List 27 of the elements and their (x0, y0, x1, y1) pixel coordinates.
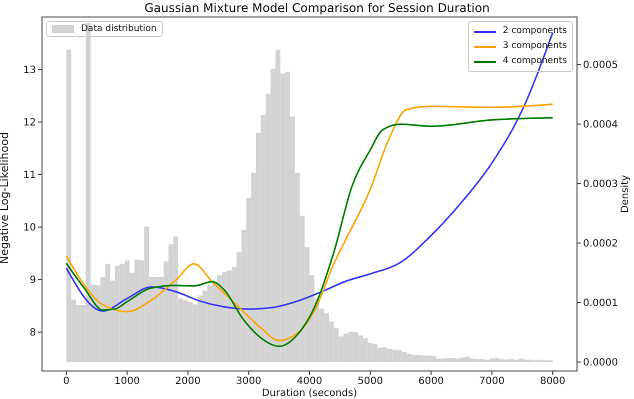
chart-title: Gaussian Mixture Model Comparison for Session Duration (143, 1, 491, 15)
y-tick-label: 9 (30, 275, 36, 286)
y2-tick-label: 0.0002 (583, 238, 618, 250)
legend-label: Data distribution (81, 24, 157, 34)
x-tick-label: 5000 (358, 376, 384, 388)
x-tick-label: 7000 (479, 376, 505, 388)
y2-tick-label: 0.0003 (583, 179, 618, 190)
y2-tick-label: 0.0004 (583, 120, 618, 131)
x-tick-label: 8000 (540, 376, 566, 388)
y-tick-label: 13 (23, 65, 36, 76)
legend-label: 2 components (502, 25, 567, 38)
y-axis-title: Negative Log-Likelihood (0, 132, 11, 264)
x-tick-label: 0 (63, 376, 70, 388)
y-tick-label: 10 (23, 222, 36, 234)
y-tick-label: 8 (30, 328, 36, 339)
x-tick-label: 4000 (296, 376, 322, 388)
y-tick-label: 12 (23, 118, 36, 129)
x-tick-label: 3000 (236, 376, 262, 388)
x-tick-label: 1000 (114, 376, 140, 388)
x-tick-label: 2000 (175, 376, 201, 388)
y2-tick-label: 0.0000 (583, 358, 618, 369)
y2-tick-label: 0.0005 (583, 60, 618, 72)
x-axis-title: Duration (seconds) (262, 388, 358, 399)
y2-axis-title: Density (620, 174, 631, 214)
y-tick-label: 11 (23, 170, 36, 182)
x-tick-label: 6000 (418, 376, 444, 388)
y2-tick-label: 0.0001 (583, 298, 618, 310)
